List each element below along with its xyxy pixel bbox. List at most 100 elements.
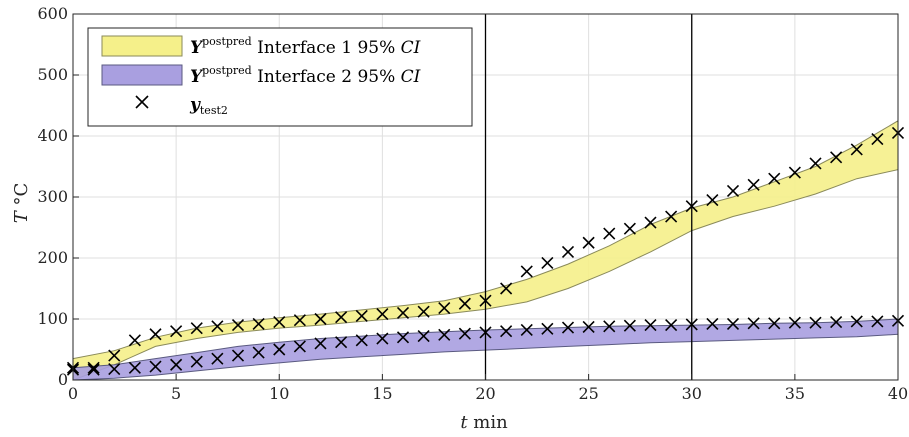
data-point-marker	[768, 317, 781, 330]
data-point-marker	[747, 178, 760, 191]
data-point-marker	[190, 322, 203, 335]
y-tick-label: 600	[37, 4, 68, 23]
y-tick-label: 500	[37, 65, 68, 84]
data-point-marker	[149, 360, 162, 373]
data-point-marker	[376, 332, 389, 345]
data-point-marker	[108, 349, 121, 362]
x-tick-label: 15	[372, 384, 392, 403]
legend-text-2: Interface 2 95%	[252, 67, 401, 87]
data-point-marker	[788, 166, 801, 179]
data-point-marker	[747, 317, 760, 330]
data-point-marker	[582, 236, 595, 249]
data-point-marker	[541, 322, 554, 335]
data-point-marker	[376, 308, 389, 321]
data-point-marker	[561, 321, 575, 334]
data-point-marker	[726, 317, 740, 330]
legend-sup-2: postpred	[202, 64, 252, 77]
data-point-marker	[458, 327, 471, 340]
data-point-marker	[706, 317, 719, 330]
data-point-marker	[500, 282, 513, 295]
data-point-marker	[788, 316, 801, 329]
data-point-marker	[314, 312, 327, 326]
data-point-marker	[582, 320, 595, 333]
data-point-marker	[706, 193, 719, 207]
data-point-marker	[809, 157, 822, 170]
legend-y-2: Y	[190, 67, 204, 87]
data-point-marker	[335, 311, 348, 324]
data-point-marker	[417, 330, 430, 343]
legend-entry-interface-2: Ypostpred Interface 2 95% CI	[190, 64, 421, 87]
legend-sup-1: postpred	[202, 35, 252, 48]
vertical-lines	[484, 14, 693, 380]
legend-entry-test2: ytest2	[189, 95, 228, 117]
data-point-marker	[500, 325, 513, 338]
data-point-marker	[355, 334, 368, 347]
data-point-marker	[603, 227, 616, 240]
data-point-marker	[417, 305, 430, 318]
data-point-marker	[665, 210, 678, 223]
data-point-marker	[520, 265, 533, 278]
data-point-marker	[273, 343, 286, 356]
data-point-marker	[314, 337, 327, 350]
y-tick-label: 0	[58, 370, 68, 389]
data-point-marker	[252, 346, 265, 359]
x-tick-label: 40	[888, 384, 908, 403]
data-point-marker	[644, 216, 657, 229]
data-point-marker	[149, 328, 162, 341]
legend-sub-test2: test2	[200, 104, 228, 117]
data-point-marker	[211, 320, 224, 333]
data-markers	[66, 126, 905, 376]
data-point-marker	[190, 355, 203, 368]
data-point-marker	[108, 362, 121, 376]
data-point-marker	[541, 256, 554, 269]
x-tick-label: 30	[682, 384, 702, 403]
x-axis-label: t min	[460, 412, 508, 433]
y-tick-label: 300	[37, 187, 68, 206]
data-point-marker	[293, 314, 306, 327]
data-point-marker	[623, 222, 636, 235]
data-point-marker	[87, 363, 100, 376]
data-point-marker	[850, 315, 863, 328]
data-point-marker	[809, 316, 822, 329]
legend-swatch-interface-1	[101, 35, 183, 57]
data-point-marker	[293, 340, 306, 353]
legend-text-1: Interface 1 95%	[252, 38, 401, 58]
data-point-marker	[396, 306, 410, 319]
x-tick-label: 0	[68, 384, 78, 403]
data-point-marker	[685, 318, 698, 331]
legend-swatch-interface-2	[101, 64, 183, 86]
data-point-marker	[871, 315, 884, 328]
legend-y-test2: y	[189, 95, 201, 115]
data-point-marker	[211, 352, 224, 365]
x-tick-label: 35	[785, 384, 805, 403]
data-point-marker	[830, 315, 843, 329]
data-point-marker	[438, 301, 451, 315]
data-point-marker	[438, 328, 451, 341]
data-point-marker	[768, 172, 781, 185]
data-point-marker	[231, 319, 245, 332]
x-tick-label: 5	[171, 384, 181, 403]
data-point-marker	[561, 245, 575, 258]
data-point-marker	[644, 319, 657, 332]
data-point-marker	[603, 320, 616, 333]
y-tick-label: 200	[37, 248, 68, 267]
data-point-marker	[685, 200, 698, 213]
data-point-marker	[665, 319, 678, 332]
legend-ci-2: CI	[401, 67, 421, 87]
data-point-marker	[396, 331, 410, 344]
legend-entry-interface-1: Ypostpred Interface 1 95% CI	[190, 35, 421, 58]
y-tick-label: 100	[37, 309, 68, 328]
data-point-marker	[273, 315, 286, 329]
data-point-marker	[726, 184, 740, 197]
x-tick-label: 25	[578, 384, 598, 403]
y-tick-label: 400	[37, 126, 68, 145]
data-point-marker	[458, 297, 471, 310]
legend-marker-x-icon	[135, 95, 149, 109]
data-point-marker	[170, 358, 183, 371]
data-point-marker	[252, 317, 265, 330]
x-tick-label: 20	[475, 384, 495, 403]
data-point-marker	[335, 336, 348, 349]
data-point-marker	[623, 319, 636, 332]
